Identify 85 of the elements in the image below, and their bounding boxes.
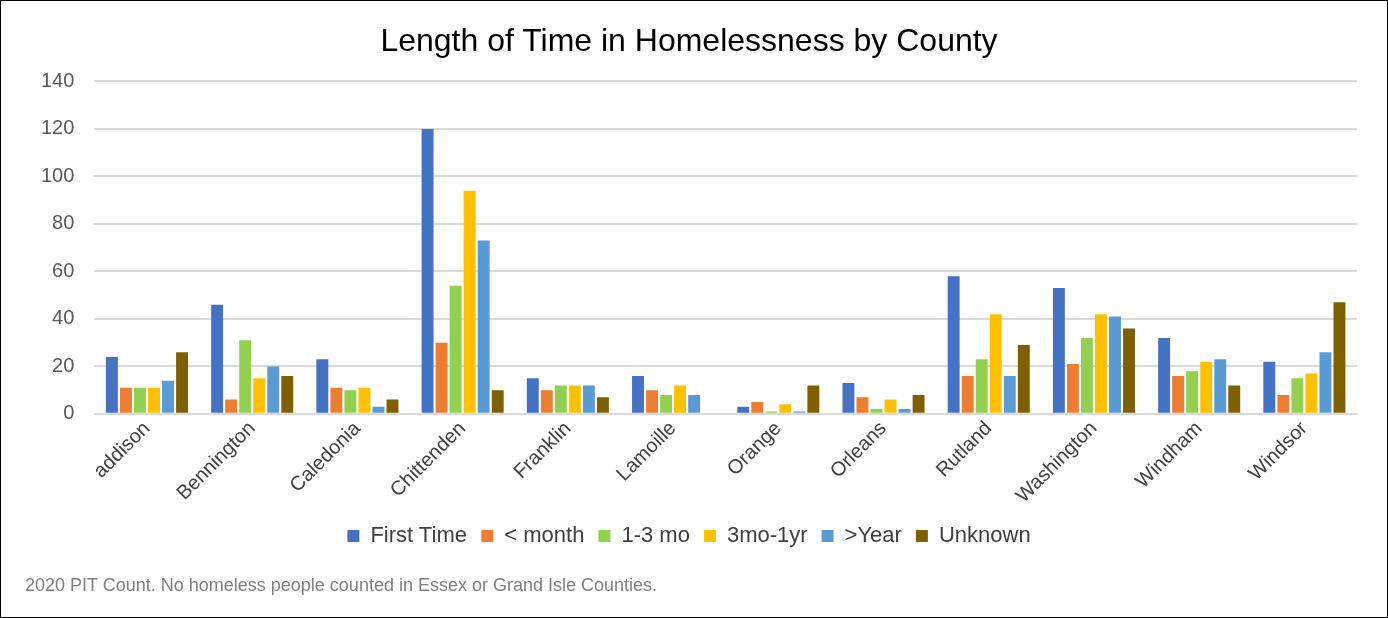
legend-label: First Time (370, 522, 467, 548)
bar (856, 397, 869, 413)
bar (660, 394, 673, 413)
y-tick-label: 140 (40, 68, 75, 91)
bar (540, 390, 553, 413)
bar (1172, 375, 1185, 413)
legend-label: < month (504, 522, 585, 548)
bar (330, 387, 343, 413)
bar (1052, 288, 1065, 413)
bar (358, 387, 371, 413)
bar (989, 314, 1002, 413)
legend-label: 3mo-1yr (726, 522, 808, 548)
bar (1277, 394, 1290, 413)
legend-label: 1-3 mo (621, 522, 690, 548)
bar (225, 399, 238, 413)
bar (1305, 373, 1318, 413)
bar (596, 397, 609, 413)
bar (975, 359, 988, 413)
bar (372, 406, 385, 413)
legend-label: Unknown (938, 522, 1031, 548)
bar (1186, 371, 1199, 413)
bar (239, 340, 252, 413)
bar (582, 385, 595, 413)
bar (463, 190, 476, 413)
y-tick-label: 120 (40, 116, 75, 139)
bar (435, 342, 448, 413)
bar (119, 387, 132, 413)
bar (148, 387, 160, 413)
bar (1003, 375, 1016, 413)
bar (491, 390, 504, 413)
bar (1123, 328, 1135, 413)
bar (1319, 352, 1332, 413)
y-tick-label: 40 (52, 306, 75, 329)
bar (1109, 316, 1121, 413)
bar (281, 375, 294, 413)
bar (134, 387, 146, 413)
bar (1017, 345, 1030, 413)
bar (688, 394, 701, 413)
y-tick-label: 20 (52, 353, 75, 376)
bar (1200, 361, 1213, 413)
bar (674, 385, 687, 413)
bar (421, 128, 434, 413)
bar (449, 285, 462, 413)
bar (842, 383, 855, 413)
bar (912, 394, 925, 413)
bar (105, 356, 118, 413)
text: 2020 PIT Count. No homeless people counted in Essex or Grand Isle Counties. (25, 575, 658, 595)
bar (737, 406, 750, 413)
bar (632, 375, 644, 413)
legend-label: >Year (844, 522, 902, 548)
bar (386, 399, 399, 413)
bar (344, 390, 357, 413)
bar (646, 390, 658, 413)
bar (267, 366, 280, 413)
bar (1333, 302, 1346, 413)
bar (884, 399, 897, 413)
y-tick-label: 80 (52, 211, 75, 234)
bar (751, 402, 764, 413)
bar (568, 385, 581, 413)
bar (1066, 364, 1079, 413)
bar (477, 240, 490, 413)
bar (1214, 359, 1227, 413)
bar (1263, 361, 1276, 413)
bar (807, 385, 820, 413)
bar (554, 385, 567, 413)
bar (1080, 337, 1093, 413)
bar (253, 378, 266, 413)
bar (961, 375, 974, 413)
y-tick-label: 100 (40, 163, 75, 186)
bar (162, 380, 174, 413)
bar (898, 409, 911, 413)
y-tick-label: 0 (63, 401, 75, 424)
bar (1228, 385, 1241, 413)
bar (870, 409, 883, 413)
bar (176, 352, 189, 413)
bar (1095, 314, 1107, 413)
bar (316, 359, 329, 413)
chart-title: Length of Time in Homelessness by County (380, 22, 998, 59)
bar (211, 304, 224, 413)
bar (779, 404, 792, 413)
bar (526, 378, 539, 413)
bar (1291, 378, 1304, 413)
bar (947, 276, 960, 413)
y-tick-label: 60 (52, 258, 75, 281)
bar (1158, 337, 1171, 413)
